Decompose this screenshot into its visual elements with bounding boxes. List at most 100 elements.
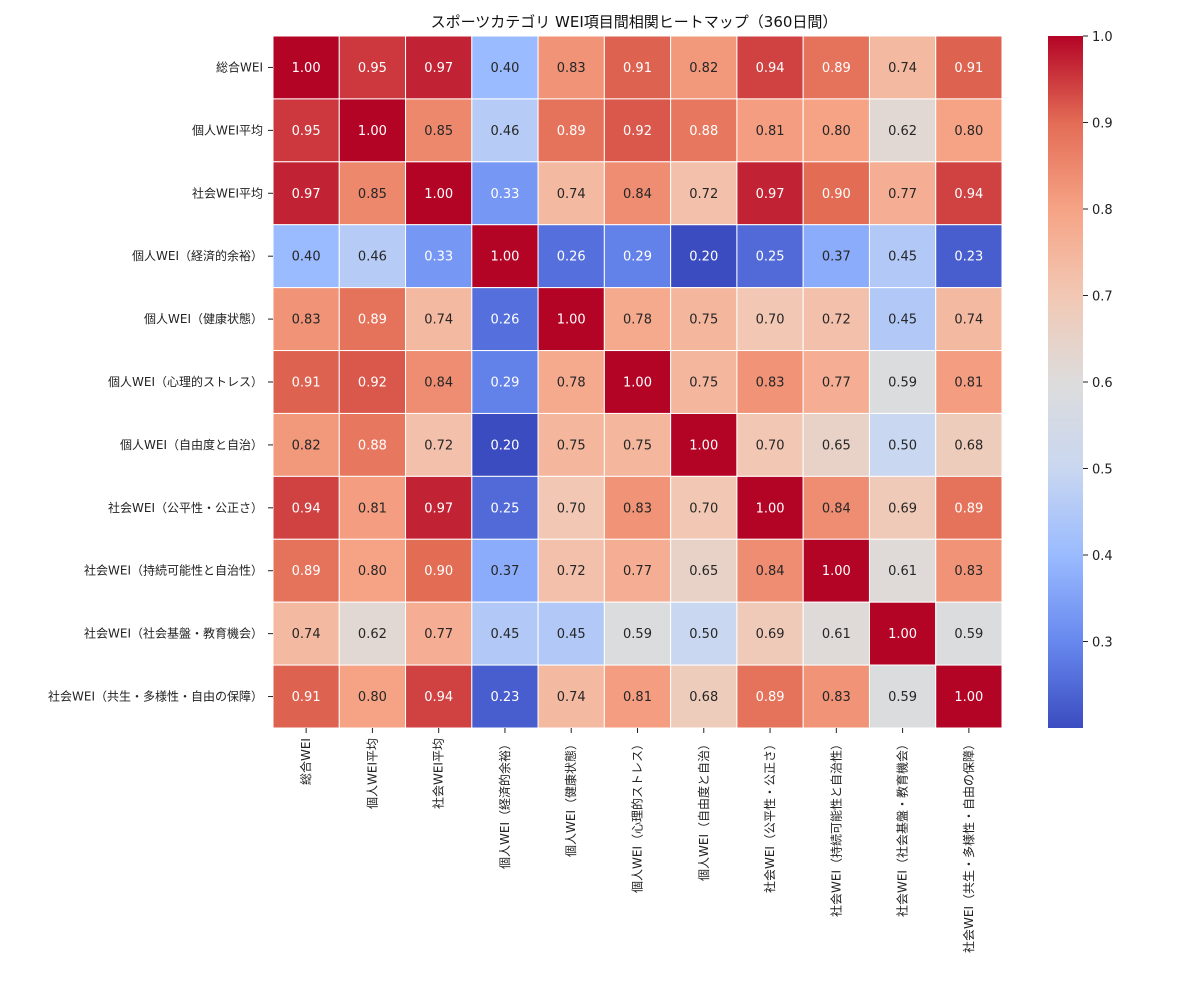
heatmap-cell: [935, 161, 1003, 226]
cell-value-label: 0.62: [888, 124, 917, 139]
cell-value-label: 0.80: [358, 564, 387, 579]
y-tick-label: 個人WEI（経済的余裕）: [132, 248, 263, 263]
heatmap-cell: [537, 98, 605, 163]
cell-value-label: 0.68: [954, 438, 983, 453]
heatmap-cell: [736, 538, 804, 603]
cell-value-label: 0.81: [623, 690, 652, 705]
colorbar: 1.0 0.9 0.8 0.7 0.6 0.5 0.4 0.3: [1048, 30, 1113, 728]
cell-value-label: 0.97: [756, 187, 785, 202]
cell-value-label: 0.84: [623, 187, 652, 202]
cell-value-label: 0.77: [822, 376, 851, 391]
colorbar-tick-label: 0.4: [1092, 549, 1113, 564]
heatmap-cell: [935, 475, 1003, 540]
cell-value-label: 0.69: [888, 501, 917, 516]
cell-value-label: 0.74: [292, 627, 321, 642]
cell-value-label: 0.62: [358, 627, 387, 642]
heatmap-cell: [736, 35, 804, 100]
heatmap-cell: [603, 287, 672, 352]
cell-value-label: 0.85: [358, 187, 387, 202]
y-tick-label: 社会WEI平均: [192, 185, 263, 200]
heatmap-cell: [471, 224, 539, 289]
heatmap-cell: [471, 601, 539, 666]
heatmap-cell: [405, 601, 473, 666]
heatmap-cell: [670, 224, 738, 289]
cell-value-label: 0.83: [954, 564, 983, 579]
heatmap-cell: [935, 350, 1003, 414]
heatmap-cell: [471, 35, 539, 100]
cell-value-label: 0.77: [623, 564, 652, 579]
heatmap-cell: [537, 601, 605, 666]
cell-value-label: 0.74: [954, 313, 983, 328]
cell-value-label: 0.46: [490, 124, 519, 139]
heatmap-cell: [736, 98, 804, 163]
cell-value-label: 0.33: [490, 187, 519, 202]
x-tick-label: 社会WEI平均: [431, 738, 446, 809]
heatmap-cell: [405, 224, 473, 289]
cell-value-label: 0.97: [424, 61, 453, 76]
heatmap-cell: [670, 412, 738, 477]
cell-value-label: 1.00: [292, 61, 321, 76]
cell-value-label: 0.94: [424, 690, 453, 705]
cell-value-label: 0.74: [888, 61, 917, 76]
heatmap-cell: [802, 664, 870, 729]
cell-value-label: 0.68: [689, 690, 718, 705]
cell-value-label: 0.84: [822, 501, 851, 516]
heatmap-cell: [272, 161, 340, 226]
heatmap-cell: [736, 475, 804, 540]
cell-value-label: 0.40: [490, 61, 519, 76]
cell-value-label: 0.89: [557, 124, 586, 139]
heatmap-cell: [537, 475, 605, 540]
cell-value-label: 1.00: [557, 313, 586, 328]
heatmap-cell: [670, 538, 738, 603]
cell-value-label: 0.78: [623, 313, 652, 328]
cell-value-label: 0.89: [756, 690, 785, 705]
cell-value-label: 0.29: [623, 250, 652, 265]
heatmap-cell: [537, 287, 605, 352]
heatmap-cell: [405, 538, 473, 603]
colorbar-gradient: [1048, 36, 1083, 728]
cell-value-label: 0.69: [756, 627, 785, 642]
cell-value-label: 0.80: [358, 690, 387, 705]
heatmap-cell: [603, 224, 672, 289]
y-tick-label: 社会WEI（持続可能性と自治性）: [84, 563, 263, 578]
cell-value-label: 0.72: [557, 564, 586, 579]
cell-value-label: 0.46: [358, 250, 387, 265]
cell-value-label: 0.70: [557, 501, 586, 516]
heatmap-cell: [338, 287, 407, 352]
cell-value-label: 0.26: [557, 250, 586, 265]
heatmap-cell: [802, 412, 870, 477]
cell-value-label: 0.80: [822, 124, 851, 139]
heatmap-cell: [272, 350, 340, 414]
cell-value-label: 0.65: [822, 438, 851, 453]
heatmap-cell: [537, 664, 605, 729]
cell-value-label: 0.75: [557, 438, 586, 453]
heatmap-cell: [802, 224, 870, 289]
cell-value-label: 0.70: [756, 438, 785, 453]
heatmap-cell: [868, 664, 937, 729]
cell-value-label: 0.88: [358, 438, 387, 453]
x-tick-label: 社会WEI（社会基盤・教育機会）: [895, 738, 910, 917]
cell-value-label: 0.61: [822, 627, 851, 642]
cell-value-label: 0.72: [822, 313, 851, 328]
cell-value-label: 1.00: [689, 438, 718, 453]
heatmap-cell: [603, 664, 672, 729]
heatmap-cell: [272, 538, 340, 603]
cell-value-label: 0.88: [689, 124, 718, 139]
cell-value-label: 1.00: [954, 690, 983, 705]
x-tick-label: 個人WEI（健康状態）: [563, 738, 578, 857]
chart-title: スポーツカテゴリ WEI項目間相関ヒートマップ（360日間）: [431, 13, 838, 31]
y-tick-label: 個人WEI（健康状態）: [144, 311, 263, 326]
heatmap-cell: [471, 350, 539, 414]
cell-value-label: 0.75: [689, 376, 718, 391]
cell-value-label: 0.89: [954, 501, 983, 516]
cell-value-label: 0.91: [954, 61, 983, 76]
cell-value-label: 0.59: [888, 690, 917, 705]
y-tick-label: 社会WEI（共生・多様性・自由の保障）: [48, 689, 263, 704]
heatmap-cell: [868, 35, 937, 100]
cell-value-label: 0.72: [689, 187, 718, 202]
heatmap-cell: [603, 161, 672, 226]
cell-value-label: 0.89: [292, 564, 321, 579]
heatmap-cell: [338, 664, 407, 729]
heatmap-cell: [471, 412, 539, 477]
